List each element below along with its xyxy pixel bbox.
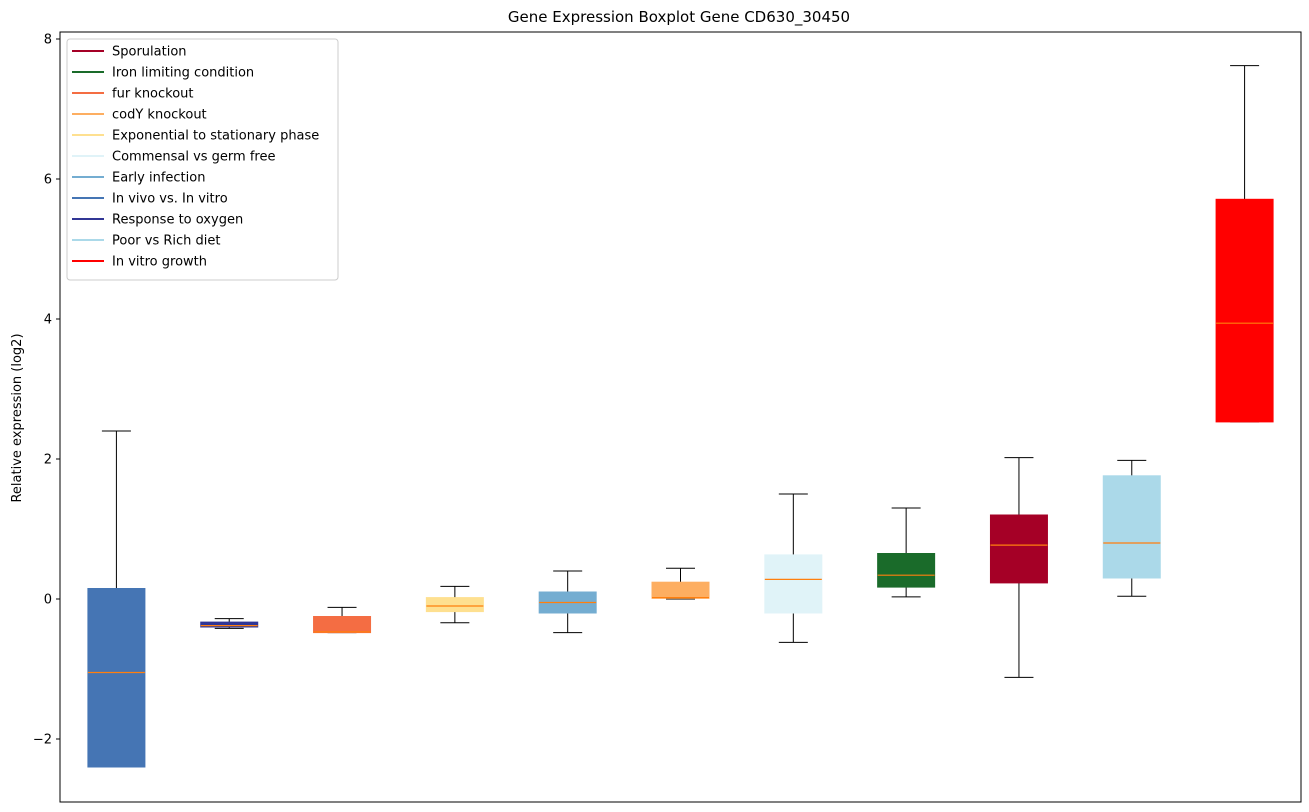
legend-label: Iron limiting condition [112,66,254,81]
chart-title: Gene Expression Boxplot Gene CD630_30450 [508,8,850,27]
legend-label: Response to oxygen [112,213,243,228]
legend-frame [66,38,339,281]
box-group [651,567,710,600]
boxes-layer [87,65,1274,768]
box [313,616,372,634]
axes-layer: −2 0 2 4 6 8 [33,31,1302,803]
box [1215,198,1274,423]
legend-label: Exponential to stationary phase [112,129,319,144]
plot-frame [59,31,1302,803]
box-group [538,570,597,634]
box-group [87,430,146,768]
legend-label: Commensal vs germ free [112,150,275,165]
box [1102,475,1161,579]
legend-label: In vivo vs. In vitro [112,192,228,207]
y-tick-label: 8 [44,33,52,48]
box-group [877,507,936,598]
box-group [200,618,259,629]
y-tick-label: −2 [33,733,52,748]
legend-label: Poor vs Rich diet [112,234,220,249]
y-tick-label: 6 [44,173,52,188]
legend-label: In vitro growth [112,255,207,270]
box-group [313,606,372,634]
box-group [1102,459,1161,597]
box-group [1215,65,1274,423]
box [425,597,484,613]
box-group [764,493,823,643]
y-tick-label: 2 [44,453,52,468]
legend-label: fur knockout [112,87,194,102]
legend-label: Sporulation [112,45,187,60]
y-axis-label: Relative expression (log2) [10,333,25,502]
legend-label: codY knockout [112,108,207,123]
y-tick-label: 0 [44,593,52,608]
legend: Sporulation Iron limiting condition fur kn… [66,38,339,281]
y-tick-label: 4 [44,313,52,328]
legend-label: Early infection [112,171,205,186]
box [764,554,823,614]
box [877,553,936,588]
box-group [425,585,484,624]
box [989,514,1048,584]
box [87,588,146,768]
box [200,621,259,628]
box-group [989,457,1048,678]
box [651,581,710,599]
